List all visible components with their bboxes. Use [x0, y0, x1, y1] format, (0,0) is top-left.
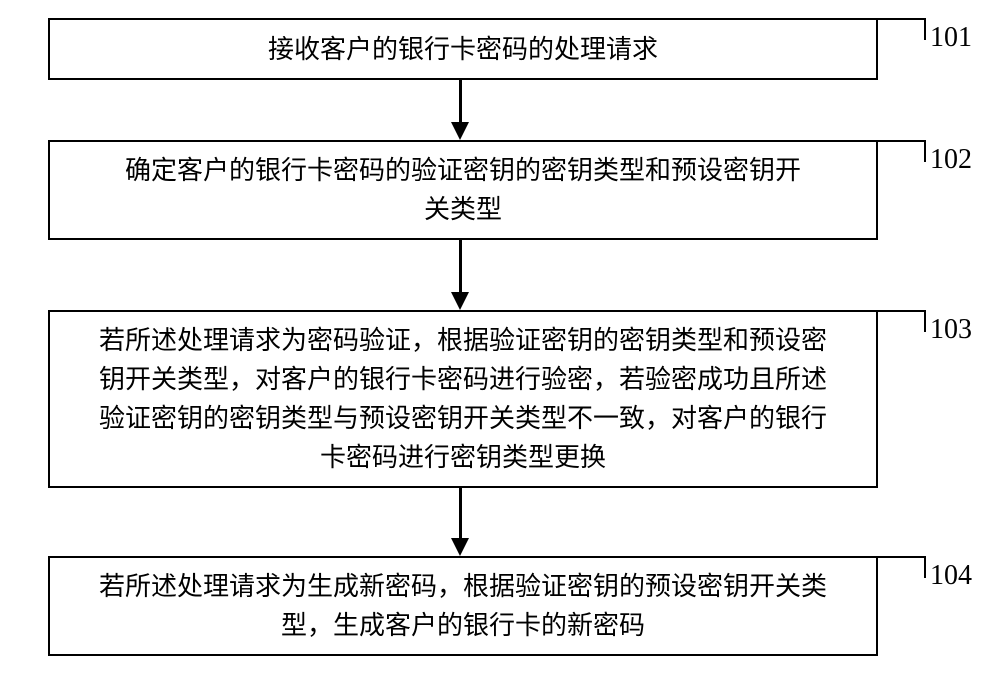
label-leader-step-104 [878, 556, 926, 578]
flow-box-step-101: 接收客户的银行卡密码的处理请求 [48, 18, 878, 80]
flow-text-step-103: 若所述处理请求为密码验证，根据验证密钥的密钥类型和预设密 钥开关类型，对客户的银… [99, 321, 827, 477]
flow-text-step-102: 确定客户的银行卡密码的验证密钥的密钥类型和预设密钥开 关类型 [125, 151, 801, 229]
step-label-step-103: 103 [930, 314, 972, 346]
step-label-step-101: 101 [930, 22, 972, 54]
label-leader-step-103 [878, 310, 926, 332]
flow-text-step-104: 若所述处理请求为生成新密码，根据验证密钥的预设密钥开关类 型，生成客户的银行卡的… [99, 567, 827, 645]
label-leader-step-102 [878, 140, 926, 162]
label-leader-step-101 [878, 18, 926, 40]
arrow-line-2 [459, 488, 462, 538]
flow-box-step-104: 若所述处理请求为生成新密码，根据验证密钥的预设密钥开关类 型，生成客户的银行卡的… [48, 556, 878, 656]
step-label-step-104: 104 [930, 560, 972, 592]
flow-box-step-103: 若所述处理请求为密码验证，根据验证密钥的密钥类型和预设密 钥开关类型，对客户的银… [48, 310, 878, 488]
arrow-head-icon-2 [451, 538, 469, 556]
step-label-step-102: 102 [930, 144, 972, 176]
arrow-line-0 [459, 80, 462, 122]
flow-box-step-102: 确定客户的银行卡密码的验证密钥的密钥类型和预设密钥开 关类型 [48, 140, 878, 240]
arrow-head-icon-1 [451, 292, 469, 310]
flow-text-step-101: 接收客户的银行卡密码的处理请求 [268, 30, 658, 69]
arrow-head-icon-0 [451, 122, 469, 140]
arrow-line-1 [459, 240, 462, 292]
